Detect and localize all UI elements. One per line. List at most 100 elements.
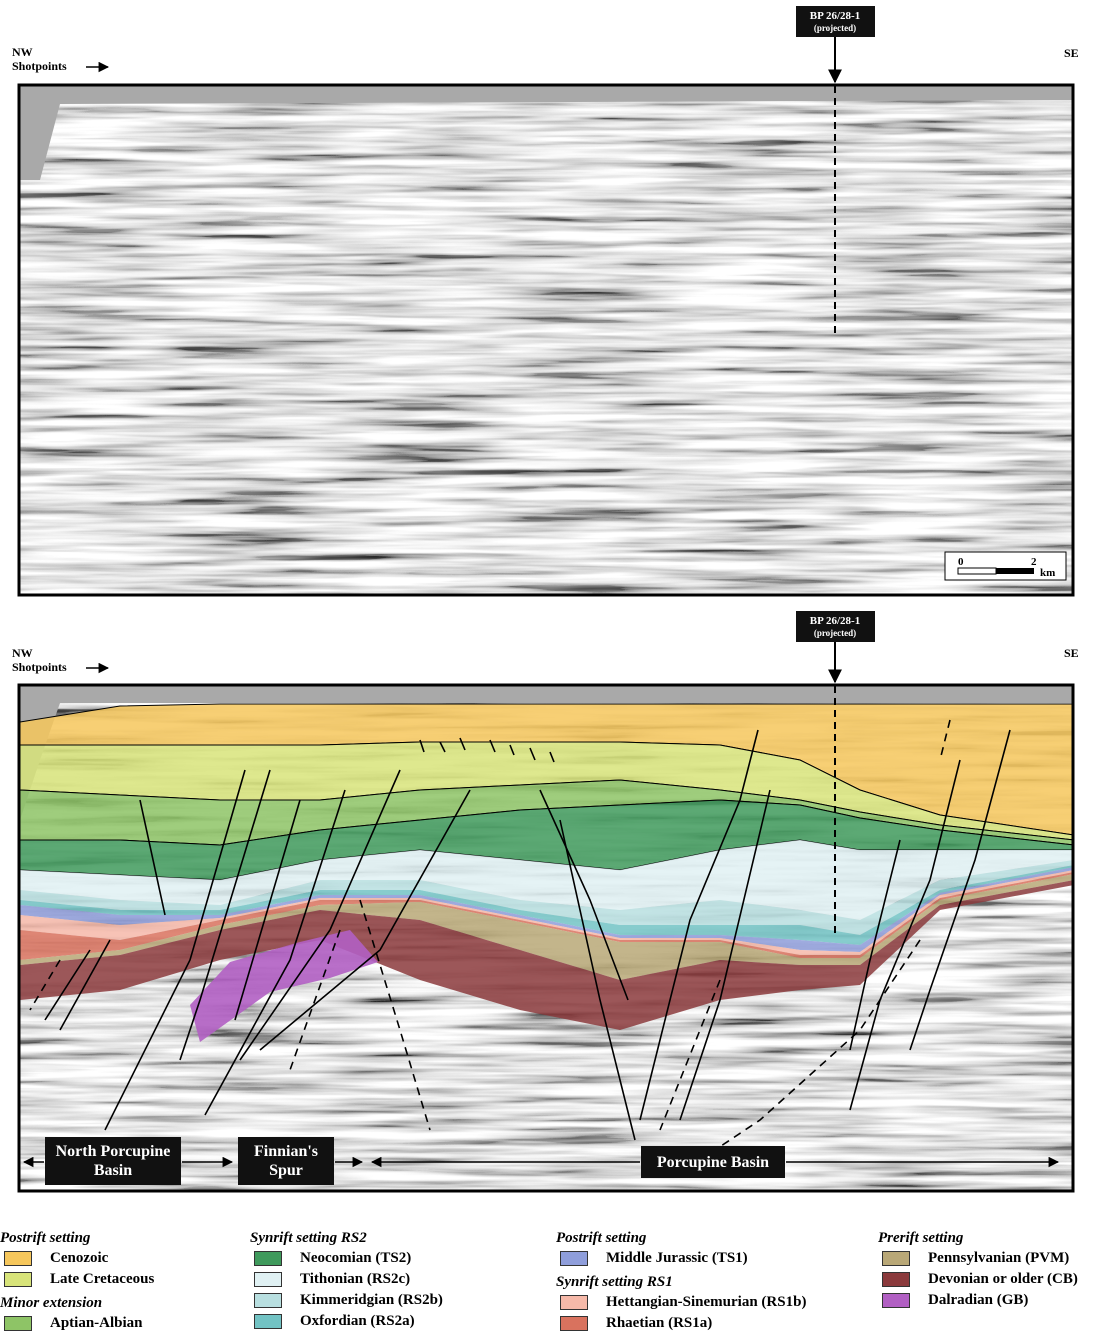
- scale-bar-white: [957, 567, 997, 575]
- well-note: (projected): [814, 628, 856, 638]
- inferred-fault: [939, 719, 951, 761]
- fault: [239, 769, 401, 1061]
- legend-swatch: [4, 1316, 32, 1331]
- legend-swatch: [882, 1272, 910, 1287]
- fault: [234, 799, 301, 1021]
- fault: [44, 949, 91, 1021]
- legend-label: Middle Jurassic (TS1): [606, 1250, 748, 1266]
- legend-swatch: [254, 1272, 282, 1287]
- legend-label: Neocomian (TS2): [300, 1250, 412, 1266]
- legend-heading: Synrift setting RS1: [556, 1274, 673, 1290]
- legend-label: Dalradian (GB): [928, 1292, 1029, 1308]
- seismic-figure: BP 26/28-1 (projected) NW Shotpoints SE …: [12, 6, 1079, 1193]
- legend-item: Oxfordian (RS2a): [250, 1311, 443, 1332]
- legend-item: Devonian or older (CB): [878, 1269, 1078, 1290]
- legend-label: Pennsylvanian (PVM): [928, 1250, 1070, 1266]
- seismic-texture: [20, 86, 1072, 594]
- se-label: SE: [1064, 46, 1079, 60]
- fault: [179, 769, 271, 1061]
- legend: Postrift setting Cenozoic Late Cretaceous M…: [0, 1228, 1096, 1343]
- legend-heading: Prerift setting: [878, 1230, 964, 1246]
- legend-heading: Synrift setting RS2: [250, 1230, 367, 1246]
- legend-heading: Minor extension: [0, 1295, 103, 1311]
- well-label: BP 26/28-1: [810, 615, 860, 627]
- legend-swatch: [254, 1293, 282, 1308]
- fault: [679, 789, 771, 1121]
- legend-label: Aptian-Albian: [50, 1315, 143, 1331]
- well-box: [796, 6, 875, 37]
- scale-zero: 0: [958, 556, 964, 568]
- legend-item: Hettangian-Sinemurian (RS1b): [556, 1292, 806, 1313]
- nw-label: NW: [12, 646, 33, 660]
- legend-swatch: [4, 1272, 32, 1287]
- legend-column: Prerift setting Pennsylvanian (PVM) Devoni…: [878, 1228, 1078, 1311]
- well-box: [796, 611, 875, 642]
- legend-swatch: [560, 1295, 588, 1310]
- well-note: (projected): [814, 23, 856, 33]
- layer: [20, 880, 1072, 1030]
- nw-label: NW: [12, 45, 33, 59]
- legend-label: Kimmeridgian (RS2b): [300, 1292, 443, 1308]
- se-label: SE: [1064, 646, 1079, 660]
- legend-column: Postrift setting Cenozoic Late Cretaceous M…: [0, 1228, 154, 1334]
- legend-item: Pennsylvanian (PVM): [878, 1248, 1078, 1269]
- scale-two: 2: [1031, 556, 1037, 568]
- legend-label: Tithonian (RS2c): [300, 1271, 411, 1287]
- fault: [419, 737, 555, 763]
- fault: [59, 939, 111, 1031]
- legend-label: Late Cretaceous: [50, 1271, 155, 1287]
- faults: [44, 729, 1011, 1141]
- legend-label: Cenozoic: [50, 1250, 109, 1266]
- legend-label: Rhaetian (RS1a): [606, 1315, 713, 1331]
- legend-column: Synrift setting RS2 Neocomian (TS2) Tithon…: [250, 1228, 443, 1332]
- legend-swatch: [4, 1251, 32, 1266]
- shotpoints-label: Shotpoints: [12, 660, 67, 674]
- legend-item: Late Cretaceous: [0, 1269, 154, 1290]
- inferred-faults: [29, 719, 951, 1161]
- legend-item: Middle Jurassic (TS1): [556, 1248, 806, 1269]
- legend-swatch: [254, 1251, 282, 1266]
- fault: [639, 729, 759, 1121]
- legend-label: Devonian or older (CB): [928, 1271, 1078, 1287]
- fault: [104, 769, 246, 1131]
- fault: [204, 789, 346, 1116]
- inferred-fault: [699, 939, 921, 1161]
- scale-box: [944, 551, 1067, 581]
- water-column: [20, 86, 1072, 180]
- inferred-fault: [289, 929, 341, 1071]
- legend-swatch: [560, 1251, 588, 1266]
- legend-heading: Postrift setting: [556, 1230, 647, 1246]
- shotpoints-label: Shotpoints: [12, 59, 67, 73]
- fault: [849, 839, 901, 1051]
- fault: [909, 729, 1011, 1051]
- panel-frame: [17, 83, 1075, 597]
- scale-bar-black: [996, 568, 1034, 574]
- layer: [20, 874, 1072, 980]
- layer: [20, 860, 1072, 935]
- legend-item: Aptian-Albian: [0, 1313, 154, 1334]
- scale-unit: km: [1040, 567, 1055, 579]
- legend-heading: Postrift setting: [0, 1230, 91, 1246]
- bottom-panel: BP 26/28-1 (projected) NW Shotpoints SE: [12, 611, 1079, 1193]
- region-label: Finnian's Spur: [238, 1137, 334, 1185]
- inferred-fault: [29, 959, 61, 1011]
- region-label: North Porcupine Basin: [45, 1137, 181, 1185]
- legend-item: Cenozoic: [0, 1248, 154, 1269]
- legend-swatch: [882, 1251, 910, 1266]
- legend-column: Postrift setting Middle Jurassic (TS1) Syn…: [556, 1228, 806, 1334]
- inferred-fault: [359, 899, 431, 1131]
- legend-item: Neocomian (TS2): [250, 1248, 443, 1269]
- legend-item: Rhaetian (RS1a): [556, 1313, 806, 1334]
- panel-frame: [17, 683, 1075, 1193]
- legend-item: Tithonian (RS2c): [250, 1269, 443, 1290]
- water-column: [20, 686, 1072, 820]
- legend-item: Kimmeridgian (RS2b): [250, 1290, 443, 1311]
- fault: [139, 799, 166, 916]
- legend-swatch: [560, 1316, 588, 1331]
- top-panel: BP 26/28-1 (projected) NW Shotpoints SE …: [12, 6, 1079, 597]
- legend-swatch: [254, 1314, 282, 1329]
- layer: [20, 840, 1072, 920]
- well-label: BP 26/28-1: [810, 10, 860, 22]
- fault: [559, 819, 636, 1141]
